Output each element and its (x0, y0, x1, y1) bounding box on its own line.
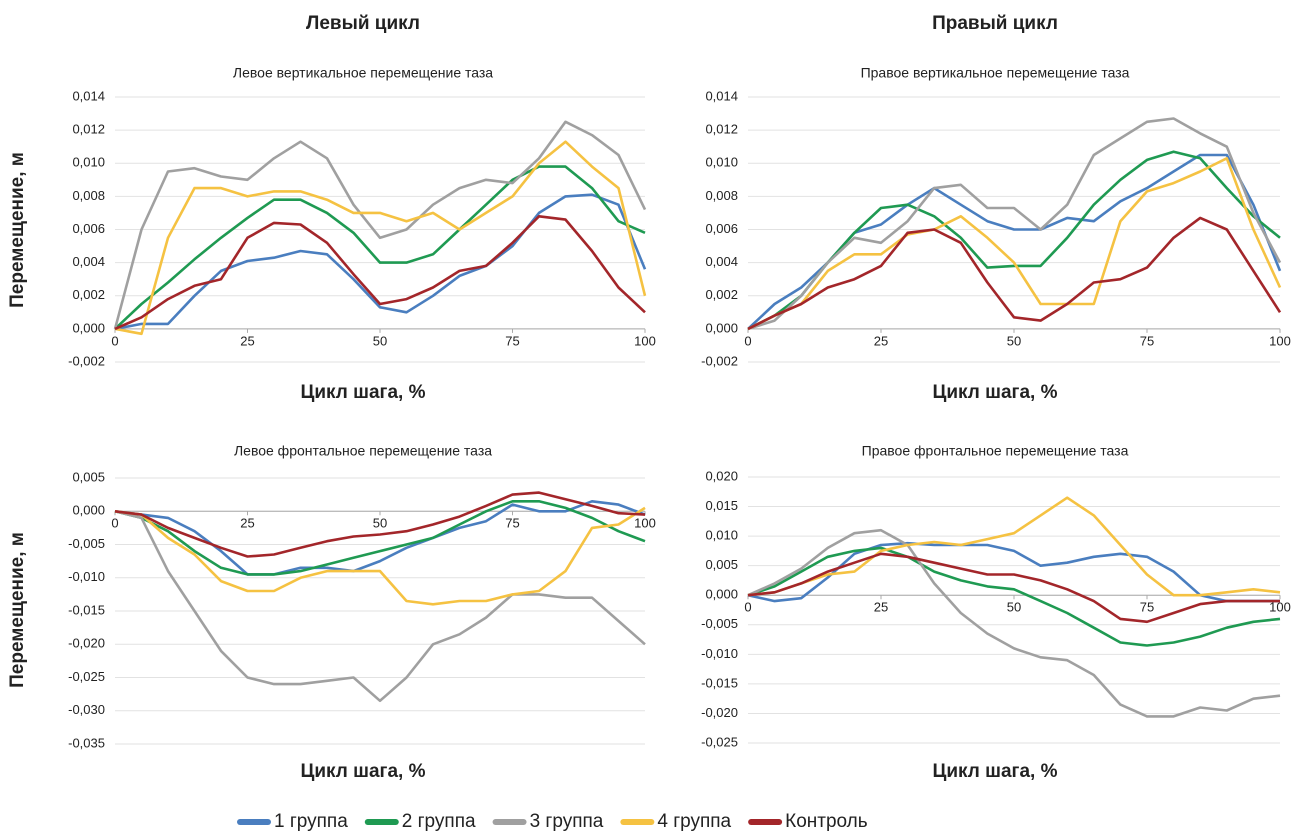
series-line (114, 506, 646, 606)
x-axis-label: Цикл шага, % (933, 761, 1058, 782)
y-tick-label: -0,015 (701, 675, 738, 690)
series-line (114, 140, 647, 336)
series-line (747, 546, 1281, 647)
legend-label: 4 группа (657, 811, 731, 832)
x-tick-label: 100 (634, 333, 656, 348)
x-axis-label: Цикл шага, % (301, 382, 426, 403)
x-tick-label: 100 (1269, 333, 1291, 348)
y-axis-label: Перемещение, м (7, 152, 28, 308)
y-tick-label: 0,010 (705, 528, 738, 543)
y-tick-label: -0,002 (68, 353, 105, 368)
y-tick-label: 0,006 (72, 221, 105, 236)
x-tick-label: 75 (505, 333, 519, 348)
y-tick-label: -0,035 (68, 735, 105, 750)
legend-label: 3 группа (530, 811, 604, 832)
series-line (114, 500, 646, 576)
y-tick-label: -0,020 (701, 705, 738, 720)
y-tick-label: -0,030 (68, 702, 105, 717)
y-tick-label: 0,000 (705, 320, 738, 335)
series-line (747, 552, 1280, 624)
series-line (747, 150, 1281, 331)
y-tick-label: -0,005 (701, 616, 738, 631)
y-tick-label: 0,010 (705, 155, 738, 170)
x-tick-label: 50 (1007, 600, 1021, 615)
series-line (114, 215, 646, 331)
y-tick-label: 0,008 (705, 188, 738, 203)
x-tick-label: 50 (1007, 333, 1021, 348)
legend-label: 1 группа (274, 811, 348, 832)
y-tick-label: 0,000 (705, 587, 738, 602)
y-tick-label: 0,005 (705, 557, 738, 572)
legend-label: Контроль (785, 811, 868, 832)
series-line (747, 496, 1281, 597)
chart-title: Правое фронтальное перемещение таза (862, 443, 1129, 459)
series-line (747, 216, 1282, 331)
y-tick-label: 0,000 (72, 503, 105, 518)
y-tick-label: 0,010 (72, 155, 105, 170)
y-tick-label: -0,025 (701, 734, 738, 749)
y-tick-label: -0,002 (701, 353, 738, 368)
y-tick-label: -0,015 (68, 602, 105, 617)
y-tick-label: -0,025 (68, 669, 105, 684)
y-tick-label: 0,004 (72, 254, 105, 269)
y-tick-label: 0,005 (72, 469, 105, 484)
series-line (113, 120, 647, 330)
y-tick-label: -0,010 (68, 569, 105, 584)
y-tick-label: -0,020 (68, 636, 105, 651)
column-title: Левый цикл (306, 13, 420, 34)
y-tick-label: 0,014 (72, 88, 105, 103)
series-line (114, 165, 646, 330)
column-title: Правый цикл (932, 13, 1058, 34)
y-tick-label: 0,000 (72, 320, 105, 335)
x-tick-label: 75 (1140, 600, 1154, 615)
x-tick-label: 50 (373, 516, 387, 531)
chart-title: Левое вертикальное перемещение таза (233, 65, 493, 81)
y-tick-label: 0,008 (72, 188, 105, 203)
x-axis-label: Цикл шага, % (933, 382, 1058, 403)
x-tick-label: 100 (1269, 600, 1291, 615)
y-tick-label: 0,002 (705, 287, 738, 302)
y-tick-label: 0,015 (705, 498, 738, 513)
y-tick-label: 0,012 (705, 122, 738, 137)
series-line (114, 500, 646, 576)
y-tick-label: 0,006 (705, 221, 738, 236)
x-tick-label: 50 (373, 333, 387, 348)
x-tick-label: 25 (874, 333, 888, 348)
x-tick-label: 0 (744, 600, 751, 615)
y-tick-label: -0,005 (68, 536, 105, 551)
y-axis-label: Перемещение, м (7, 532, 28, 688)
x-tick-label: 0 (744, 333, 751, 348)
series-line (114, 510, 646, 703)
x-tick-label: 0 (111, 516, 118, 531)
x-tick-label: 100 (634, 516, 656, 531)
x-tick-label: 0 (111, 333, 118, 348)
chart-title: Правое вертикальное перемещение таза (861, 65, 1130, 81)
x-tick-label: 25 (874, 600, 888, 615)
x-axis-label: Цикл шага, % (301, 761, 426, 782)
x-tick-label: 75 (505, 516, 519, 531)
series-line (114, 193, 647, 331)
x-tick-label: 25 (240, 333, 254, 348)
chart-title: Левое фронтальное перемещение таза (234, 443, 492, 459)
series-line (747, 153, 1282, 330)
y-tick-label: 0,004 (705, 254, 738, 269)
x-tick-label: 25 (240, 516, 254, 531)
series-line (114, 491, 646, 558)
y-tick-label: 0,012 (72, 122, 105, 137)
series-line (747, 528, 1281, 718)
y-tick-label: 0,002 (72, 287, 105, 302)
y-tick-label: 0,014 (705, 88, 738, 103)
y-tick-label: 0,020 (705, 468, 738, 483)
series-line (747, 117, 1282, 331)
series-line (747, 157, 1282, 331)
legend-label: 2 группа (402, 811, 476, 832)
x-tick-label: 75 (1140, 333, 1154, 348)
y-tick-label: -0,010 (701, 646, 738, 661)
